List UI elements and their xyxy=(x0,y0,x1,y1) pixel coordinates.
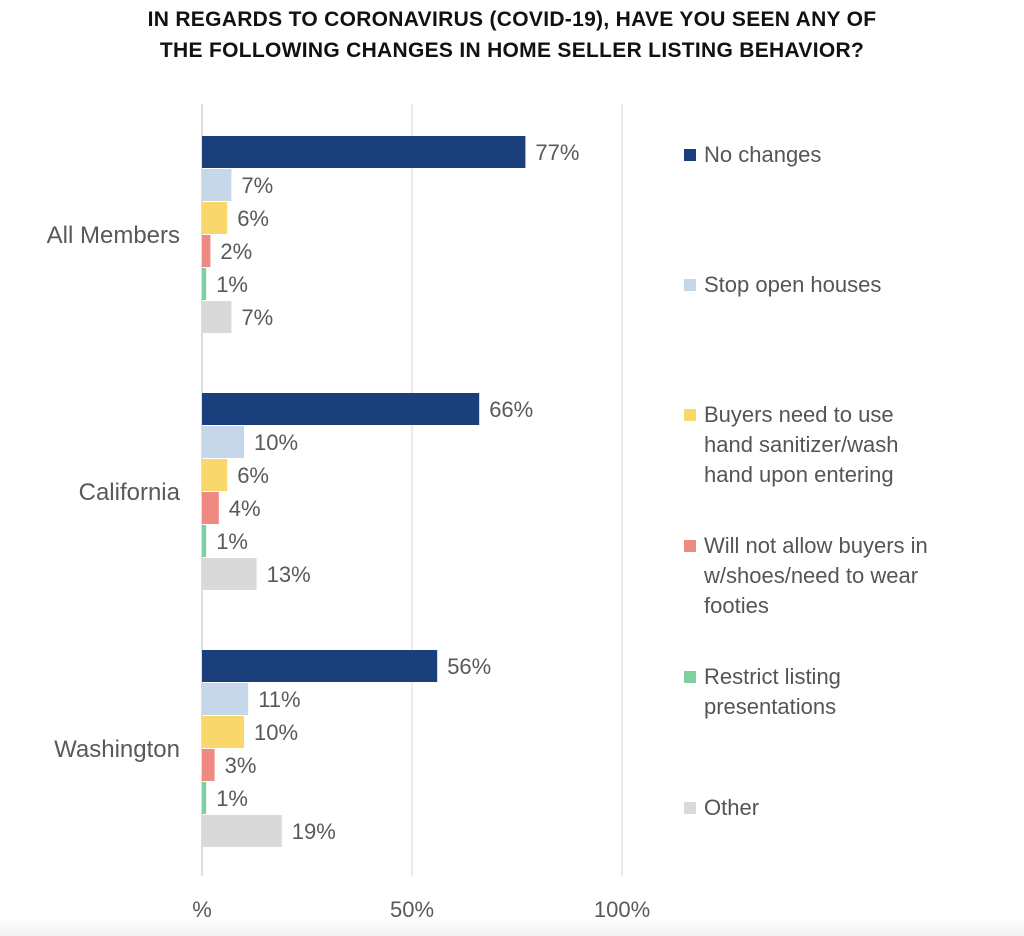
bar xyxy=(202,301,232,333)
legend-swatch xyxy=(684,802,696,814)
data-label: 66% xyxy=(489,397,533,422)
chart-title-line-2: THE FOLLOWING CHANGES IN HOME SELLER LIS… xyxy=(159,39,865,62)
data-label: 11% xyxy=(258,687,300,712)
legend-swatch xyxy=(684,409,696,421)
legend-label: Restrict listing presentations xyxy=(704,664,841,719)
legend-swatch xyxy=(684,540,696,552)
x-tick-label: 50% xyxy=(390,897,434,922)
bar xyxy=(202,683,249,715)
data-label: 1% xyxy=(216,272,248,297)
data-label: 7% xyxy=(241,173,273,198)
data-label: 77% xyxy=(535,140,579,165)
bar xyxy=(202,558,257,590)
category-label: Washington xyxy=(54,736,180,763)
bar xyxy=(202,393,480,425)
legend-label: Other xyxy=(704,795,760,820)
bar xyxy=(202,782,207,814)
legend-label: No changes xyxy=(704,142,822,167)
data-label: 2% xyxy=(220,239,252,264)
bar xyxy=(202,459,228,491)
chart-title-line-1: IN REGARDS TO CORONAVIRUS (COVID-19), HA… xyxy=(147,8,877,31)
legend-swatch xyxy=(684,279,696,291)
data-label: 3% xyxy=(225,753,257,778)
legend-label: Will not allow buyers in w/shoes/need to… xyxy=(704,533,928,618)
data-label: 7% xyxy=(241,305,273,330)
bar xyxy=(202,426,244,458)
data-label: 6% xyxy=(237,463,269,488)
chart-title: IN REGARDS TO CORONAVIRUS (COVID-19), HA… xyxy=(0,4,1024,66)
bar xyxy=(202,749,215,781)
bar xyxy=(202,650,438,682)
bar xyxy=(202,268,207,300)
data-label: 10% xyxy=(254,720,298,745)
data-label: 19% xyxy=(292,819,336,844)
data-label: 56% xyxy=(447,654,491,679)
legend-swatch xyxy=(684,149,696,161)
data-label: 1% xyxy=(216,529,248,554)
bar xyxy=(202,815,282,847)
data-label: 6% xyxy=(237,206,269,231)
x-tick-label: % xyxy=(192,897,212,922)
category-label: California xyxy=(79,479,181,506)
legend-label: Buyers need to use hand sanitizer/wash h… xyxy=(704,402,899,487)
data-label: 13% xyxy=(267,562,311,587)
bar xyxy=(202,235,211,267)
bar xyxy=(202,202,228,234)
data-label: 10% xyxy=(254,430,298,455)
x-tick-label: 100% xyxy=(594,897,650,922)
legend-swatch xyxy=(684,671,696,683)
bar xyxy=(202,169,232,201)
bar xyxy=(202,716,244,748)
bar xyxy=(202,136,526,168)
data-label: 1% xyxy=(216,786,248,811)
data-label: 4% xyxy=(229,496,261,521)
bar xyxy=(202,525,207,557)
bar xyxy=(202,492,219,524)
bottom-fade xyxy=(0,918,1024,936)
legend-label: Stop open houses xyxy=(704,272,882,297)
category-label: All Members xyxy=(47,222,180,249)
